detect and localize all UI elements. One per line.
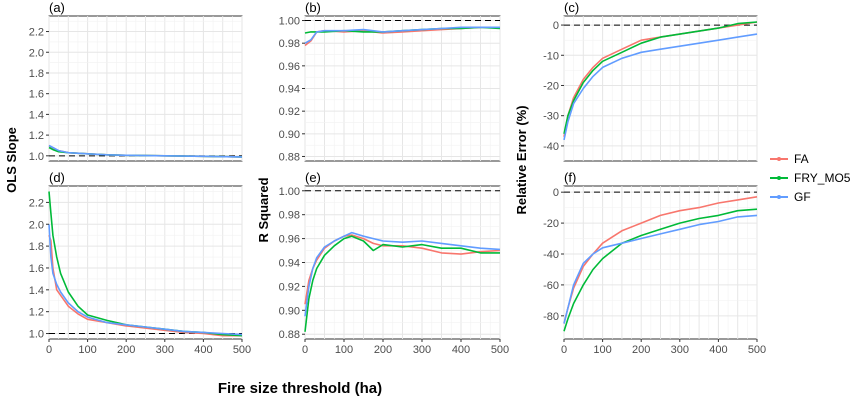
- xtick-label: 200: [117, 344, 135, 356]
- ytick-label: -80: [543, 311, 559, 323]
- ytick-label: 1.8: [29, 241, 44, 253]
- panel-d-label: (d): [49, 170, 65, 185]
- panel-c-series-gf: [563, 33, 758, 141]
- ytick-label: -30: [543, 111, 559, 123]
- legend: FA FRY_MO5 GF: [770, 152, 850, 204]
- ytick-label: -20: [543, 80, 559, 92]
- panel-b-grid: [304, 16, 501, 161]
- panel-b: 0.88 0.90 0.92 0.94 0.96 0.98 1.00 (b): [279, 0, 501, 163]
- xtick-label: 0: [302, 344, 308, 356]
- panels-group: 1.0 1.2 1.4 1.6 1.8 2.0 2.2 (a) 0.88 0.90 0.92 0.94…: [29, 0, 766, 356]
- ytick-label: 0.90: [279, 305, 300, 317]
- panel-f-series-fry-mo5: [563, 208, 758, 332]
- panel-b-series-gf: [304, 26, 500, 44]
- ytick-label: 2.2: [29, 27, 44, 39]
- ylabel-relative-error: Relative Error (%): [514, 105, 529, 214]
- xtick-label: 100: [335, 344, 353, 356]
- panel-f-series-fa: [563, 196, 758, 324]
- ytick-label: -40: [543, 141, 559, 153]
- xtick-label: 500: [491, 344, 509, 356]
- ytick-label: 0: [553, 187, 559, 199]
- ytick-label: 0.90: [279, 129, 300, 141]
- panel-d-grid: [48, 186, 243, 339]
- ytick-label: -60: [543, 280, 559, 292]
- legend-label-gf: GF: [794, 190, 811, 204]
- ytick-label: 0.96: [279, 61, 300, 73]
- legend-marker-fa: [777, 157, 781, 161]
- xtick-label: 200: [632, 344, 650, 356]
- xtick-label: 100: [593, 344, 611, 356]
- panel-f-grid: [563, 186, 758, 339]
- panel-e-grid: [304, 186, 501, 339]
- panel-e-label: (e): [305, 170, 321, 185]
- xtick-label: 0: [561, 344, 567, 356]
- legend-item-fa: FA: [770, 152, 809, 166]
- panel-f-series-gf: [563, 214, 758, 324]
- ytick-label: 1.2: [29, 307, 44, 319]
- ytick-label: 0.88: [279, 151, 300, 163]
- panel-a-series-gf: [48, 144, 243, 158]
- ytick-label: 1.8: [29, 68, 44, 80]
- xtick-label: 300: [671, 344, 689, 356]
- panel-d: 1.0 1.2 1.4 1.6 1.8 2.0 2.2 0 100 200 300 400 500 (d): [29, 170, 251, 356]
- panel-e-series-gf: [304, 231, 501, 317]
- xtick-label: 400: [709, 344, 727, 356]
- legend-item-gf: GF: [770, 190, 811, 204]
- panel-c: -40 -30 -20 -10 0 (c): [543, 0, 758, 162]
- xtick-label: 400: [194, 344, 212, 356]
- ytick-label: 1.6: [29, 263, 44, 275]
- panel-a: 1.0 1.2 1.4 1.6 1.8 2.0 2.2 (a): [29, 0, 243, 163]
- ytick-label: 1.00: [279, 186, 300, 198]
- xtick-label: 200: [374, 344, 392, 356]
- legend-marker-gf: [777, 195, 781, 199]
- ytick-label: 0.92: [279, 106, 300, 118]
- ytick-label: 1.0: [29, 151, 44, 163]
- ytick-label: 0.92: [279, 281, 300, 293]
- panel-c-label: (c): [564, 0, 579, 15]
- legend-label-fa: FA: [794, 152, 809, 166]
- xtick-label: 100: [78, 344, 96, 356]
- legend-item-fry-mo5: FRY_MO5: [770, 171, 850, 185]
- ytick-label: -40: [543, 249, 559, 261]
- ytick-label: 2.0: [29, 47, 44, 59]
- ytick-label: 2.2: [29, 197, 44, 209]
- ytick-label: 0.98: [279, 210, 300, 222]
- ytick-label: 0.96: [279, 234, 300, 246]
- panel-a-grid: [48, 16, 243, 161]
- panel-e-series-fry-mo5: [304, 235, 500, 332]
- ytick-label: 0: [553, 20, 559, 32]
- panel-c-series-fry-mo5: [563, 21, 758, 134]
- xtick-label: 0: [46, 344, 52, 356]
- panel-f: -80 -60 -40 -20 0 0 100 200 300 400 500 (f): [543, 170, 766, 356]
- xtick-label: 300: [156, 344, 174, 356]
- ytick-label: -20: [543, 218, 559, 230]
- xtick-label: 400: [452, 344, 470, 356]
- ytick-label: 0.98: [279, 38, 300, 50]
- ytick-label: 1.2: [29, 130, 44, 142]
- ytick-label: 1.0: [29, 329, 44, 341]
- panel-a-label: (a): [49, 0, 65, 15]
- ytick-label: 2.0: [29, 219, 44, 231]
- panel-e: 0.88 0.90 0.92 0.94 0.96 0.98 1.00 0 100 200 300 40…: [279, 170, 510, 356]
- ytick-label: 1.4: [29, 285, 44, 297]
- xtick-label: 300: [413, 344, 431, 356]
- xtick-label: 500: [748, 344, 766, 356]
- ytick-label: 1.4: [29, 109, 44, 121]
- ytick-label: 0.88: [279, 329, 300, 341]
- ytick-label: 0.94: [279, 84, 300, 96]
- xtick-label: 500: [233, 344, 251, 356]
- ylabel-ols-slope: OLS Slope: [4, 127, 19, 193]
- ytick-label: 1.00: [279, 16, 300, 28]
- panel-d-series-gf: [48, 224, 243, 336]
- ytick-label: 1.6: [29, 89, 44, 101]
- panel-f-label: (f): [564, 170, 576, 185]
- ytick-label: 0.94: [279, 258, 300, 270]
- ytick-label: -10: [543, 50, 559, 62]
- legend-label-fry-mo5: FRY_MO5: [794, 171, 850, 185]
- xlabel-fire-size-threshold: Fire size threshold (ha): [218, 380, 382, 397]
- panel-b-label: (b): [305, 0, 321, 15]
- legend-marker-fry-mo5: [777, 176, 781, 180]
- ylabel-r-squared: R Squared: [256, 177, 271, 242]
